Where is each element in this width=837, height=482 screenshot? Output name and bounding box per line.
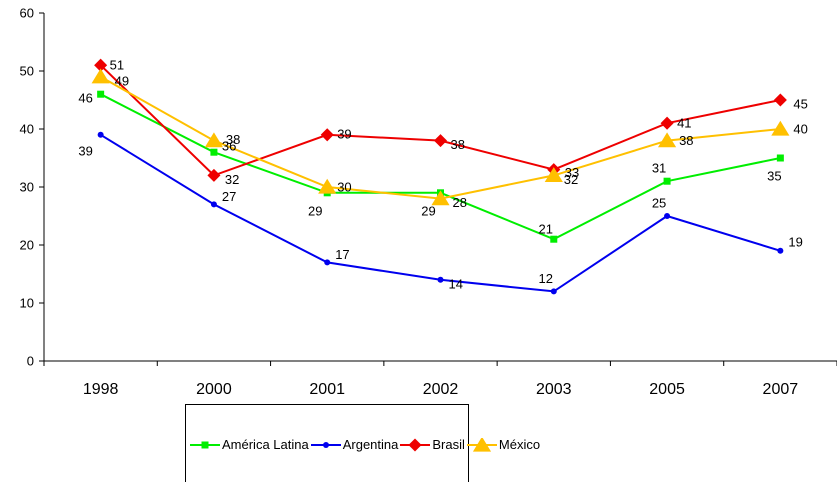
data-label: 36	[222, 139, 236, 154]
data-point	[207, 168, 221, 182]
data-label: 39	[337, 126, 351, 141]
data-label: 30	[337, 180, 351, 195]
legend-label: Brasil	[432, 437, 465, 452]
data-point	[550, 288, 557, 295]
data-point	[472, 437, 491, 452]
legend-swatch-icon	[466, 437, 497, 452]
data-point	[433, 134, 448, 148]
y-tick-label: 0	[27, 354, 34, 369]
data-point	[771, 120, 790, 136]
data-label: 39	[78, 143, 92, 158]
series-méxico	[91, 68, 790, 206]
legend-item: Argentina	[310, 437, 399, 452]
data-point	[664, 213, 671, 219]
data-label: 51	[110, 58, 124, 73]
legend-swatch-icon	[190, 441, 220, 448]
legend-row: América Latina Argentina Brasil México	[190, 437, 542, 452]
x-tick-label: 2001	[309, 381, 345, 398]
data-label: 12	[539, 271, 553, 286]
y-tick-label: 20	[20, 238, 34, 253]
x-tick-label: 1998	[83, 381, 119, 398]
y-tick-label: 50	[20, 64, 34, 79]
legend-item: Brasil	[400, 437, 465, 452]
legend-label: América Latina	[222, 437, 309, 452]
data-label: 41	[677, 116, 691, 131]
data-point	[91, 68, 110, 84]
x-tick-label: 2005	[649, 381, 685, 398]
data-point	[97, 131, 104, 138]
x-tick-label: 2003	[536, 381, 572, 398]
data-point	[660, 116, 674, 130]
data-point	[431, 190, 450, 206]
data-label: 38	[679, 133, 693, 148]
y-tick-label: 30	[20, 180, 34, 195]
series-line	[100, 133, 781, 293]
data-point	[544, 167, 563, 182]
data-point	[324, 259, 331, 266]
legend-item: México	[466, 437, 541, 452]
data-label: 38	[451, 137, 465, 152]
data-point	[663, 177, 671, 185]
data-point	[210, 201, 217, 208]
data-label: 14	[449, 276, 463, 291]
series-argentina	[97, 131, 784, 295]
legend-swatch-icon	[400, 437, 431, 452]
x-tick-label: 2007	[763, 381, 799, 398]
data-label: 19	[788, 234, 802, 249]
data-label: 32	[564, 172, 578, 187]
data-label: 29	[421, 203, 435, 218]
series-lines	[91, 58, 790, 295]
data-point	[97, 90, 105, 98]
data-label: 35	[767, 169, 781, 184]
data-point	[550, 235, 558, 243]
legend-label: Argentina	[342, 437, 399, 452]
series-brasil	[94, 58, 787, 182]
data-point	[437, 276, 444, 283]
data-label: 40	[793, 122, 807, 137]
legend-swatch-icon	[310, 441, 341, 448]
data-point	[322, 441, 329, 448]
data-label: 33	[565, 165, 579, 180]
data-label: 32	[225, 172, 239, 187]
data-label: 17	[335, 247, 349, 262]
chart-axes: 0 10 20 30 40 50 60 1998 2000 2001 2002 2003 2005 200…	[20, 6, 837, 398]
data-label: 29	[308, 203, 322, 218]
legend-item: América Latina	[190, 437, 309, 452]
data-point	[94, 58, 108, 72]
data-label: 31	[652, 161, 666, 176]
data-point	[320, 128, 334, 142]
data-label: 45	[793, 97, 807, 112]
data-label: 25	[652, 196, 666, 211]
data-point	[204, 132, 224, 148]
data-point	[318, 178, 337, 194]
y-tick-label: 60	[20, 6, 34, 21]
legend-label: México	[498, 437, 541, 452]
legend: América Latina Argentina Brasil México	[185, 404, 540, 482]
y-tick-label: 10	[20, 296, 34, 311]
data-point	[776, 154, 784, 162]
x-tick-label: 2002	[423, 381, 459, 398]
data-label: 46	[78, 91, 92, 106]
data-point	[657, 132, 677, 148]
data-label: 27	[222, 189, 236, 204]
y-tick-label: 40	[20, 122, 34, 137]
data-point	[777, 247, 784, 254]
data-label: 21	[539, 222, 553, 237]
data-point	[210, 148, 218, 156]
data-labels: 46 36 29 29 21 31 35 39 27 17 14 12 25 19 51 32 39 38 33 41…	[78, 58, 807, 292]
data-point	[773, 93, 787, 107]
data-label: 38	[226, 132, 240, 147]
data-label: 28	[453, 195, 467, 210]
data-label: 49	[115, 73, 129, 88]
data-point	[201, 441, 209, 448]
x-tick-label: 2000	[196, 381, 232, 398]
data-point	[408, 437, 422, 452]
